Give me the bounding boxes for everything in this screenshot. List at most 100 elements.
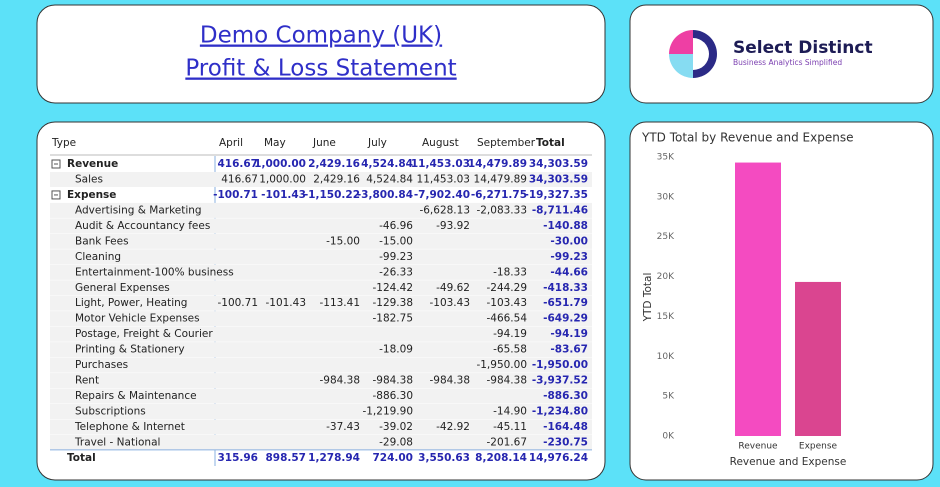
column-header: June [312,137,336,149]
cell: -164.48 [543,421,588,433]
cell: -1,150.22 [304,189,360,201]
row-label: Printing & Stationery [75,344,185,356]
cell: -94.19 [493,328,527,340]
bar [735,162,781,436]
y-tick-label: 25K [657,232,675,242]
cell: -201.67 [486,436,527,448]
cell: -26.33 [379,266,413,278]
row-label: Rent [75,375,99,387]
cell: -1,950.00 [532,359,588,371]
row-shade [50,434,592,450]
cell: 2,429.16 [313,173,360,185]
report-title[interactable]: Demo Company (UK) [200,23,442,49]
cell: 11,453.03 [411,158,470,170]
cell: -649.29 [543,313,588,325]
cell: -49.62 [436,282,470,294]
x-axis-label: Revenue and Expense [730,456,847,468]
cell: 1,278.94 [308,452,360,464]
cell: -886.30 [543,390,588,402]
cell: -103.43 [429,297,470,309]
bar [795,281,841,436]
cell: -100.71 [213,189,258,201]
collapse-icon[interactable] [51,190,61,200]
row-label: Audit & Accountancy fees [75,220,210,232]
cell: -129.38 [372,297,413,309]
y-tick-label: 5K [662,392,675,402]
cell: 4,524.84 [366,173,413,185]
column-header: Total [536,137,565,149]
cell: -42.92 [436,421,470,433]
chart-card [629,121,934,481]
row-label: Travel - National [74,436,160,448]
row-label: Purchases [75,359,128,371]
row-label: Expense [67,189,116,201]
cell: -230.75 [543,436,588,448]
y-axis-label: YTD Total [642,273,654,323]
column-header: May [264,137,286,149]
cell: -7,902.40 [414,189,470,201]
report-subtitle[interactable]: Profit & Loss Statement [185,56,456,82]
cell: -15.00 [326,235,360,247]
cell: -124.42 [372,282,413,294]
logo-tagline: Business Analytics Simplified [733,58,842,67]
cell: -3,800.84 [357,189,413,201]
column-header: April [219,137,243,149]
cell: 315.96 [217,452,258,464]
cell: -244.29 [486,282,527,294]
cell: -18.33 [493,266,527,278]
y-tick-label: 0K [662,432,675,442]
logo-icon [669,30,717,78]
cell: 416.67 [221,173,258,185]
row-label: Light, Power, Heating [75,297,187,309]
row-shade [50,202,592,218]
cell: -2,083.33 [476,204,527,216]
cell: -83.67 [550,344,588,356]
x-tick-label: Expense [799,442,838,452]
row-label: Subscriptions [75,406,146,418]
cell: -94.19 [550,328,588,340]
cell: -29.08 [379,436,413,448]
cell: 416.67 [217,158,258,170]
cell: 898.57 [265,452,306,464]
collapse-icon[interactable] [51,159,61,169]
cell: -44.66 [550,266,588,278]
column-header: Type [51,137,76,149]
cell: 724.00 [372,452,413,464]
cell: -8,711.46 [532,204,588,216]
row-label: Entertainment-100% business [75,266,234,278]
row-label: Advertising & Marketing [75,204,202,216]
cell: -46.96 [379,220,413,232]
row-shade [50,264,592,280]
cell: -45.11 [493,421,527,433]
cell: -99.23 [379,251,413,263]
cell: -101.43 [265,297,306,309]
cell: -93.92 [436,220,470,232]
cell: -651.79 [543,297,588,309]
cell: 14,479.89 [474,173,527,185]
cell: 14,976.24 [529,452,588,464]
cell: 34,303.59 [529,173,588,185]
row-shade [50,419,592,435]
cell: -37.43 [326,421,360,433]
cell: 11,453.03 [417,173,470,185]
cell: -99.23 [550,251,588,263]
row-label: Total [67,452,96,464]
x-tick-label: Revenue [738,442,778,452]
bar-chart: YTD Total by Revenue and Expense 0K 5K 10K 1… [641,131,853,469]
cell: 8,208.14 [475,452,527,464]
cell: -103.43 [486,297,527,309]
row-shade [50,326,592,342]
column-header: July [367,137,387,149]
cell: -15.00 [379,235,413,247]
cell: -984.38 [372,375,413,387]
row-shade [50,357,592,373]
row-shade [50,342,592,358]
cell: -30.00 [550,235,588,247]
y-tick-label: 15K [657,312,675,322]
cell: -39.02 [379,421,413,433]
logo-card [629,4,934,104]
row-shade [50,373,592,389]
row-label: Bank Fees [75,235,129,247]
